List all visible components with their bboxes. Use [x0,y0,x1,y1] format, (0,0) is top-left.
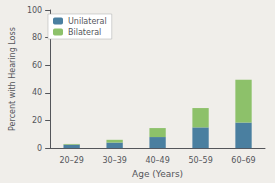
svg-text:Bilateral: Bilateral [68,28,101,37]
svg-text:20: 20 [32,116,42,125]
svg-text:40: 40 [32,88,42,97]
svg-text:80: 80 [32,33,42,42]
svg-text:Percent with Hearing Loss: Percent with Hearing Loss [8,27,17,131]
svg-text:60: 60 [32,61,42,70]
svg-text:Unilateral: Unilateral [68,17,107,26]
svg-text:40–49: 40–49 [145,156,169,165]
svg-text:30–39: 30–39 [102,156,126,165]
svg-text:20–29: 20–29 [59,156,83,165]
svg-text:100: 100 [27,6,42,15]
svg-text:50–59: 50–59 [188,156,212,165]
svg-text:0: 0 [37,144,42,153]
svg-text:60–69: 60–69 [231,156,255,165]
svg-text:Age (Years): Age (Years) [132,169,183,179]
